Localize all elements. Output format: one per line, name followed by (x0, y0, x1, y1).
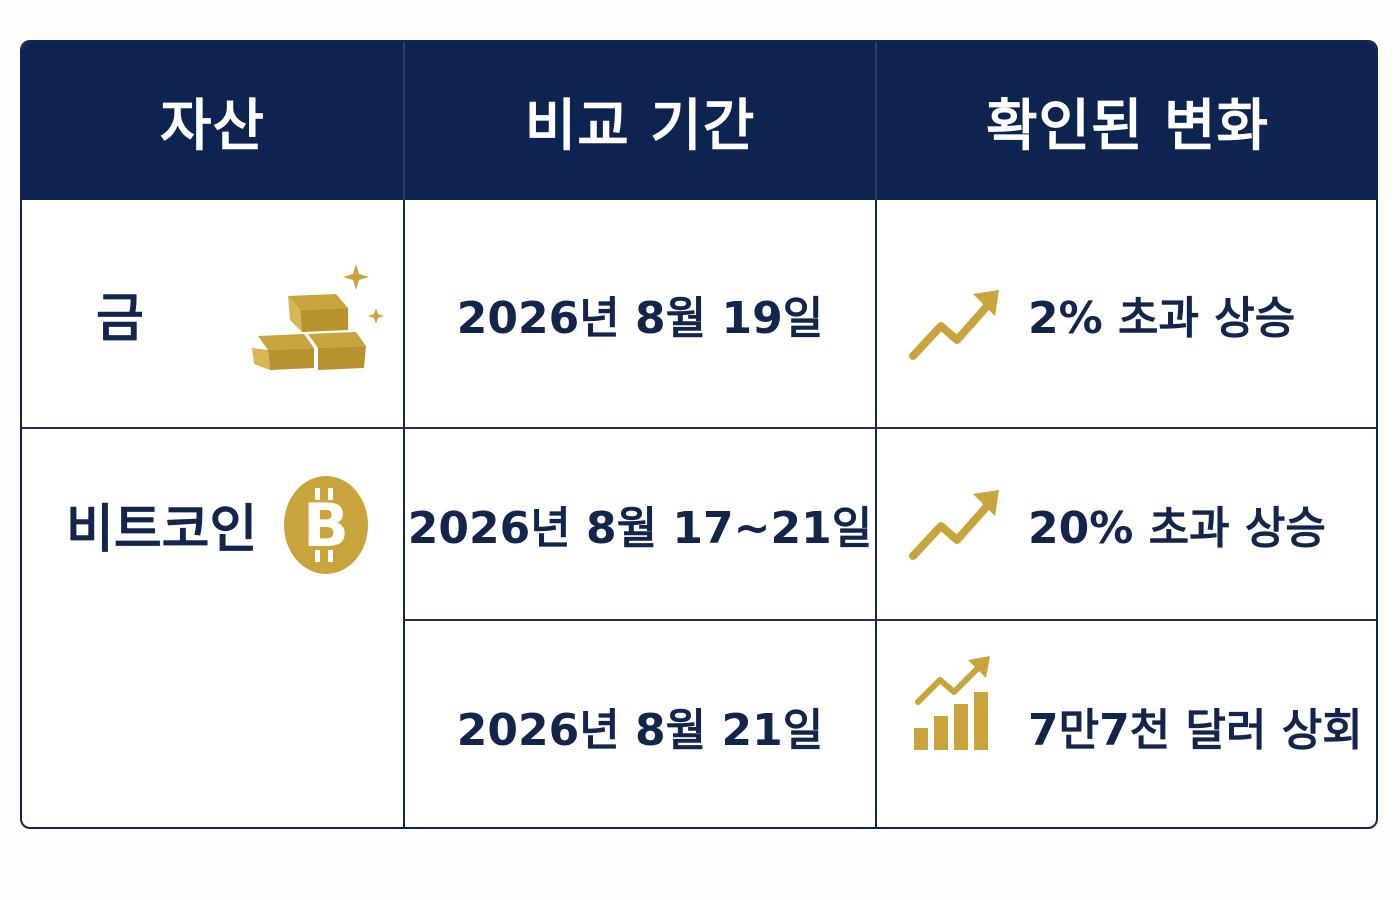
trend-up-arrow-icon (909, 290, 999, 360)
comparison-table: 자산 비교 기간 확인된 변화 금 2026년 8월 19일 (20, 40, 1378, 829)
asset-bitcoin-label: 비트코인 (66, 499, 258, 560)
svg-text:B: B (303, 491, 349, 561)
column-divider-2 (875, 200, 877, 827)
row-divider-1 (22, 427, 1376, 429)
trend-up-arrow-icon (909, 490, 999, 560)
header-divider-1 (403, 42, 405, 200)
gold-bars-icon (252, 264, 384, 370)
bar-chart-up-icon (914, 656, 990, 750)
row-divider-2 (405, 619, 1376, 621)
period-bitcoin-range: 2026년 8월 17~21일 (407, 503, 873, 554)
change-gold: 2% 초과 상승 (1028, 292, 1296, 344)
header-asset: 자산 (159, 93, 266, 159)
header-change: 확인된 변화 (985, 93, 1270, 159)
change-bitcoin-percent: 20% 초과 상승 (1028, 503, 1326, 554)
change-bitcoin-price: 7만7천 달러 상회 (1028, 705, 1363, 756)
period-bitcoin-date: 2026년 8월 21일 (456, 705, 824, 756)
header-divider-2 (875, 42, 877, 200)
asset-gold-label: 금 (96, 289, 144, 349)
header-period: 비교 기간 (524, 93, 756, 159)
table-header: 자산 비교 기간 확인된 변화 (22, 42, 1376, 200)
column-divider-1 (403, 200, 405, 827)
bitcoin-icon: B (284, 476, 368, 574)
period-gold: 2026년 8월 19일 (456, 292, 824, 344)
